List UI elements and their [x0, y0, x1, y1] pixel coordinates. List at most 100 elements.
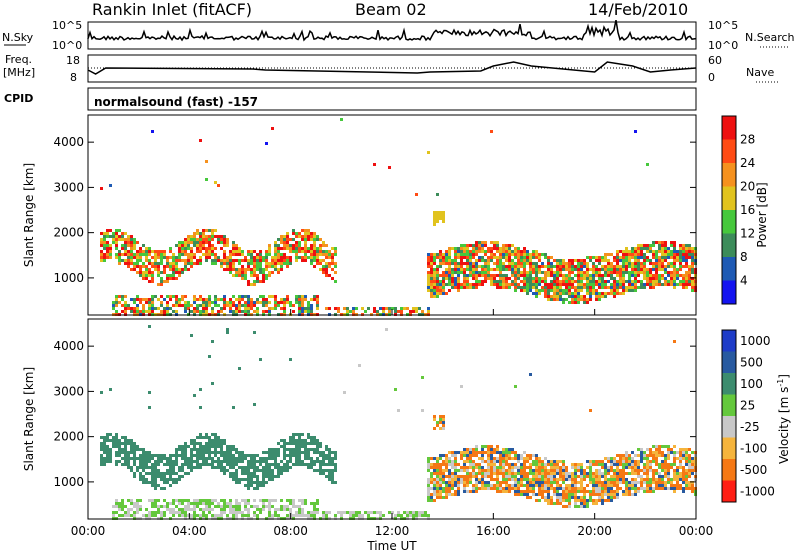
velocity-cell: [622, 457, 625, 460]
velocity-cell: [154, 499, 157, 502]
power-cell: [679, 247, 682, 250]
power-cell: [244, 256, 247, 259]
velocity-cell: [220, 454, 223, 457]
velocity-cell: [250, 460, 253, 463]
power-cell: [460, 262, 463, 265]
power-cell: [175, 304, 178, 307]
power-cell: [136, 256, 139, 259]
velocity-cell: [655, 445, 658, 448]
velocity-cell: [382, 514, 385, 517]
power-cell: [286, 244, 289, 247]
power-cell: [634, 274, 637, 277]
power-cell: [157, 250, 160, 253]
power-cell: [253, 265, 256, 268]
velocity-cell: [289, 502, 292, 505]
velocity-cell: [232, 466, 235, 469]
power-cell: [571, 298, 574, 301]
velocity-cell: [172, 469, 175, 472]
power-cell: [637, 247, 640, 250]
power-cell: [181, 298, 184, 301]
power-cell: [157, 274, 160, 277]
power-cell: [169, 295, 172, 298]
velocity-cell: [364, 511, 367, 514]
velocity-cell: [523, 490, 526, 493]
power-cell: [541, 271, 544, 274]
velocity-cell: [226, 328, 229, 331]
power-cell: [316, 304, 319, 307]
power-cell: [604, 274, 607, 277]
power-cell: [673, 286, 676, 289]
power-cell: [688, 268, 691, 271]
velocity-cell: [616, 484, 619, 487]
power-cell: [130, 256, 133, 259]
power-cell: [199, 244, 202, 247]
velocity-cell: [298, 442, 301, 445]
velocity-cell: [502, 451, 505, 454]
power-cell: [193, 238, 196, 241]
power-cell: [685, 259, 688, 262]
power-cell: [286, 235, 289, 238]
velocity-cell: [586, 490, 589, 493]
power-cell: [175, 295, 178, 298]
power-cell: [379, 307, 382, 310]
power-cell: [109, 250, 112, 253]
velocity-cell: [100, 457, 103, 460]
power-cell: [562, 289, 565, 292]
velocity-cell: [682, 490, 685, 493]
velocity-cell: [523, 475, 526, 478]
velocity-cell: [676, 472, 679, 475]
velocity-cell: [211, 439, 214, 442]
power-cell: [547, 283, 550, 286]
velocity-cell: [112, 514, 115, 517]
velocity-cell: [646, 478, 649, 481]
power-cell: [661, 250, 664, 253]
power-cell: [160, 250, 163, 253]
power-cell: [229, 268, 232, 271]
velocity-cell: [607, 478, 610, 481]
power-cell: [100, 253, 103, 256]
velocity-cell: [646, 490, 649, 493]
velocity-cell: [262, 475, 265, 478]
power-cell: [520, 286, 523, 289]
velocity-cell: [637, 490, 640, 493]
velocity-cell: [511, 466, 514, 469]
velocity-cell: [235, 451, 238, 454]
velocity-cell: [640, 478, 643, 481]
velocity-cell: [673, 469, 676, 472]
velocity-cell: [604, 475, 607, 478]
power-cell: [601, 286, 604, 289]
power-cell: [250, 271, 253, 274]
power-cell: [154, 295, 157, 298]
power-cell: [151, 307, 154, 310]
velocity-cell: [532, 460, 535, 463]
velocity-cell: [598, 472, 601, 475]
velocity-cell: [571, 484, 574, 487]
velocity-colorbar-segment-7: [722, 330, 736, 352]
velocity-cell: [691, 460, 694, 463]
velocity-cell: [184, 445, 187, 448]
velocity-cell: [292, 442, 295, 445]
power-cell: [583, 265, 586, 268]
power-cell: [652, 253, 655, 256]
power-cell: [559, 268, 562, 271]
velocity-cell: [106, 454, 109, 457]
velocity-cell: [514, 493, 517, 496]
power-cell: [691, 268, 694, 271]
power-cell: [433, 277, 436, 280]
power-cell: [256, 265, 259, 268]
power-cell: [352, 310, 355, 313]
velocity-cell: [466, 466, 469, 469]
power-cell: [505, 250, 508, 253]
power-cell: [550, 280, 553, 283]
power-cell: [271, 256, 274, 259]
power-cell: [220, 235, 223, 238]
power-cell: [112, 307, 115, 310]
velocity-cell: [679, 448, 682, 451]
velocity-cell: [250, 466, 253, 469]
velocity-cell: [601, 475, 604, 478]
noise-left-label: N.Sky: [2, 31, 34, 44]
power-cell: [193, 253, 196, 256]
power-cell: [523, 289, 526, 292]
velocity-cell: [184, 511, 187, 514]
velocity-cell: [181, 499, 184, 502]
